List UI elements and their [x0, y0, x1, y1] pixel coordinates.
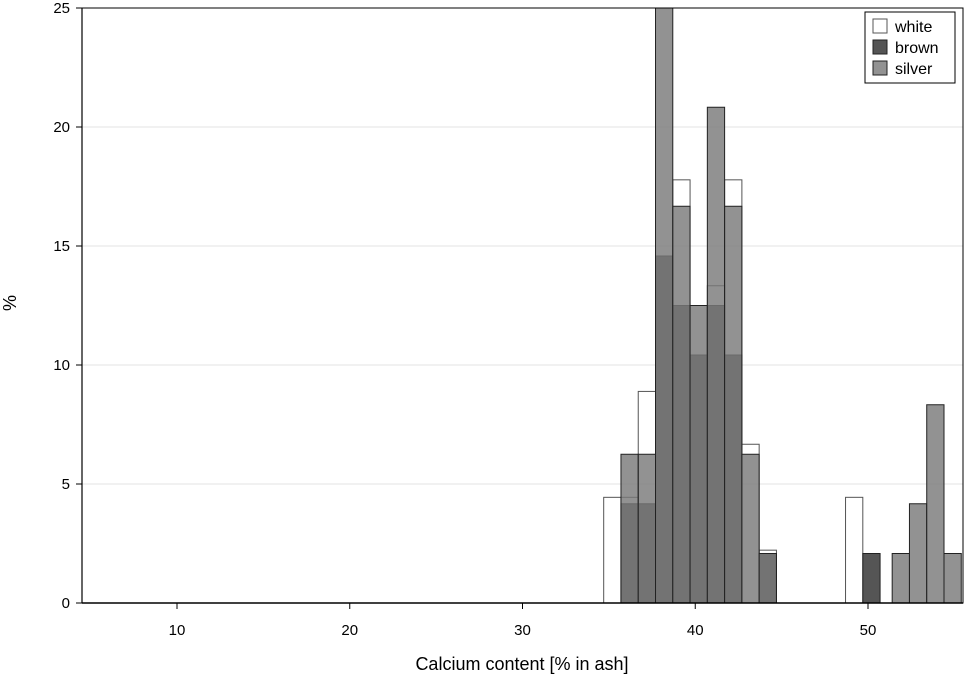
- y-tick-label-25: 25: [53, 0, 70, 17]
- y-tick-label-5: 5: [62, 476, 70, 493]
- bar-silver-0: [620, 453, 639, 604]
- legend-label-white: white: [894, 19, 932, 36]
- grid-lines: [82, 126, 963, 485]
- bar-silver-6: [724, 205, 743, 604]
- bar-silver-7: [741, 453, 760, 604]
- x-tick-label-50: 50: [860, 622, 877, 639]
- legend: white brown silver: [864, 11, 956, 84]
- y-axis-title: %: [0, 295, 20, 311]
- legend-swatch-white: [872, 18, 888, 34]
- legend-swatch-brown: [872, 39, 888, 55]
- x-axis-title: Calcium content [% in ash]: [415, 654, 628, 674]
- x-tick-label-20: 20: [341, 622, 358, 639]
- y-tick-label-15: 15: [53, 238, 70, 255]
- histogram-bars: [603, 7, 962, 604]
- x-tick-label-30: 30: [514, 622, 531, 639]
- bar-silver-4: [689, 305, 708, 604]
- y-tick-label-20: 20: [53, 119, 70, 136]
- bar-white-10: [845, 496, 864, 604]
- bar-silver-8: [758, 552, 777, 604]
- y-tick-label-10: 10: [53, 357, 70, 374]
- bar-silver-9: [891, 552, 910, 604]
- x-tick-label-40: 40: [687, 622, 704, 639]
- bar-silver-5: [706, 106, 726, 604]
- bar-silver-3: [672, 205, 691, 604]
- tick-labels: 0 5 10 15 20 25 10 20 30 40 50: [53, 0, 876, 639]
- bar-brown-8: [862, 552, 881, 604]
- bar-silver-2: [655, 7, 674, 604]
- bar-silver-10: [908, 503, 928, 604]
- x-tick-label-10: 10: [169, 622, 186, 639]
- bar-white-0: [603, 496, 622, 604]
- bar-silver-11: [926, 404, 945, 604]
- legend-label-silver: silver: [895, 61, 933, 78]
- legend-label-brown: brown: [895, 40, 939, 57]
- legend-swatch-silver: [872, 60, 888, 76]
- bar-silver-12: [943, 552, 962, 604]
- y-tick-label-0: 0: [62, 595, 70, 612]
- bar-silver-1: [637, 453, 657, 604]
